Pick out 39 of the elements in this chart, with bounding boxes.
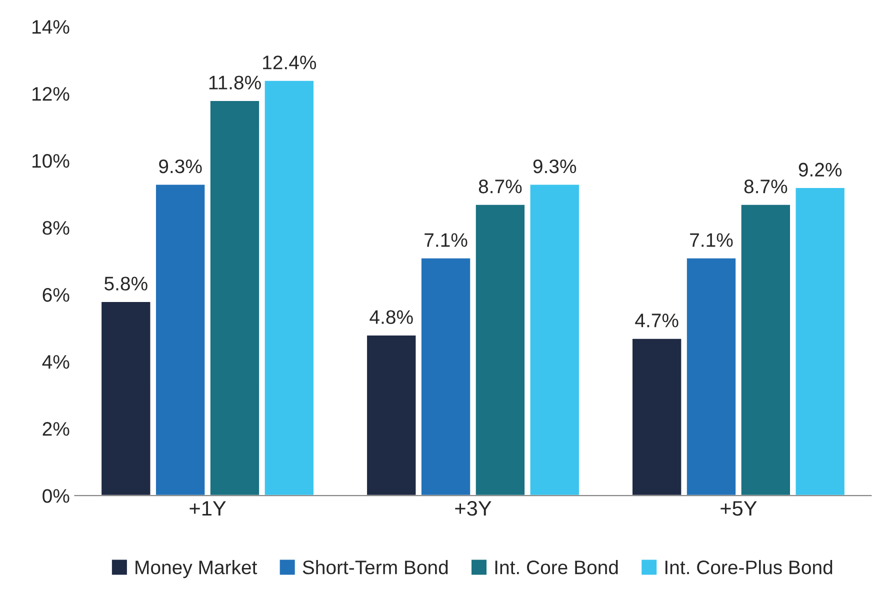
data-label: 8.7% xyxy=(478,180,522,194)
data-label: 9.3% xyxy=(159,159,202,174)
y-tick-label: 4% xyxy=(42,355,70,369)
y-tick-label: 2% xyxy=(42,422,70,436)
legend-label: Int. Core Bond xyxy=(495,560,618,574)
data-label: 4.8% xyxy=(370,310,413,324)
bar xyxy=(740,203,792,496)
x-tick-label: +1Y xyxy=(190,501,226,516)
y-tick-label: 12% xyxy=(32,87,70,101)
bar xyxy=(420,257,472,496)
y-tick-label: 8% xyxy=(42,221,70,235)
x-tick-label: +5Y xyxy=(720,501,757,516)
data-label: 4.7% xyxy=(635,314,678,328)
y-tick-label: 10% xyxy=(32,154,70,168)
legend-label: Int. Core-Plus Bond xyxy=(665,560,832,574)
bar xyxy=(686,257,737,496)
bar xyxy=(631,337,683,496)
bar xyxy=(209,100,260,496)
x-tick-label: +3Y xyxy=(455,501,492,516)
y-tick-label: 0% xyxy=(42,489,70,503)
bar xyxy=(528,183,580,496)
y-tick-label: 14% xyxy=(32,20,70,34)
data-label: 5.8% xyxy=(104,276,148,290)
data-label: 7.1% xyxy=(424,233,468,247)
legend-label: Money Market xyxy=(136,560,258,578)
data-label: 12.4% xyxy=(263,56,316,70)
data-label: 8.7% xyxy=(744,180,788,194)
data-label: 9.3% xyxy=(533,159,576,174)
bar xyxy=(100,300,152,496)
y-tick-label: 6% xyxy=(42,288,70,302)
data-label: 9.2% xyxy=(798,162,842,177)
bar xyxy=(794,186,846,496)
data-label: 11.8% xyxy=(209,76,261,90)
bar xyxy=(154,183,206,496)
bar xyxy=(366,334,418,496)
legend-label: Short-Term Bond xyxy=(302,560,448,574)
data-label: 7.1% xyxy=(690,233,733,247)
bar xyxy=(263,79,315,496)
bar xyxy=(474,203,526,496)
